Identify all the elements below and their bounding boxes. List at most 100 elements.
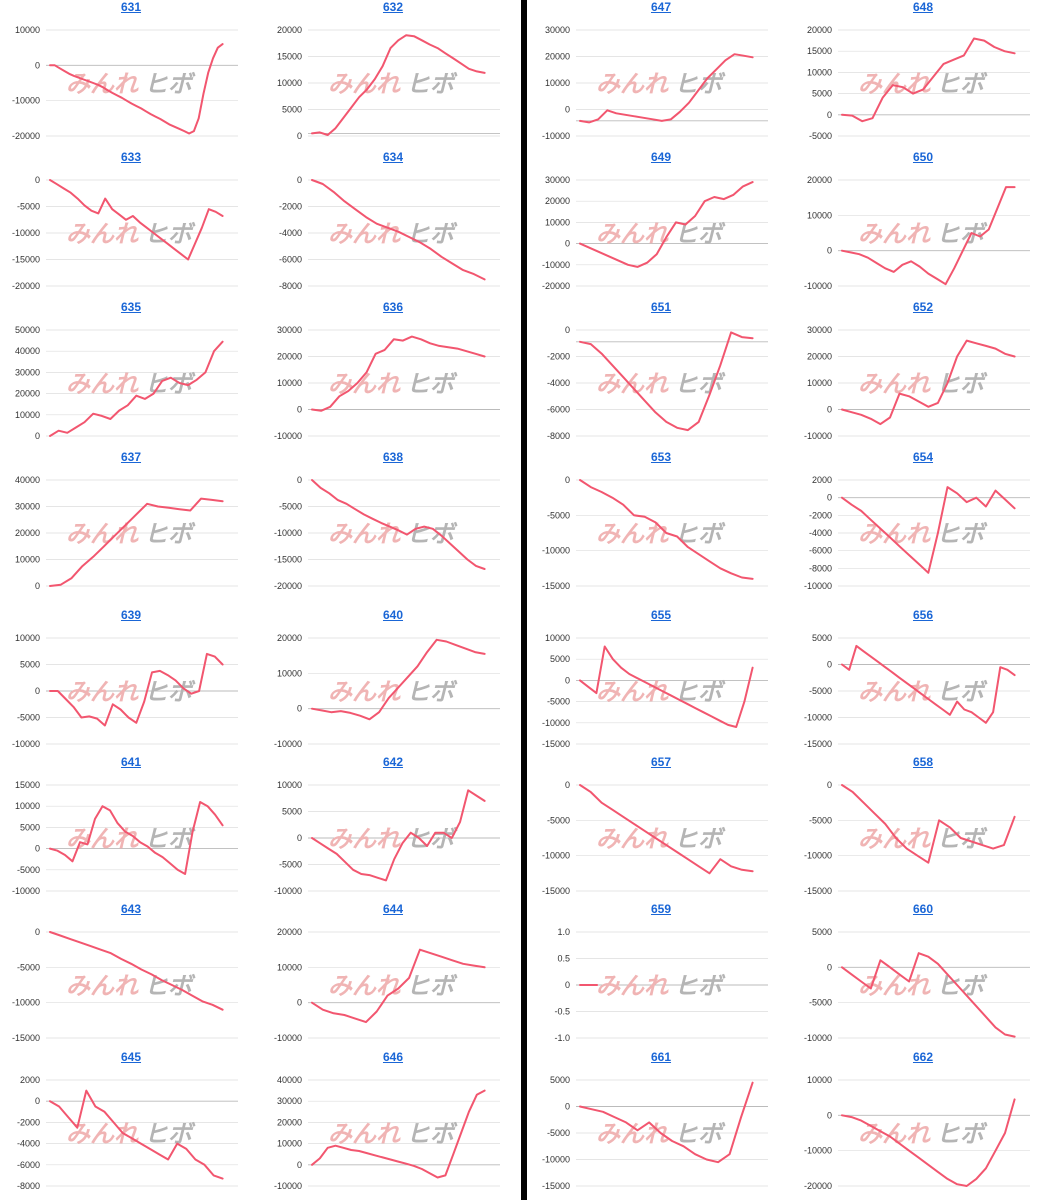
chart-title-link[interactable]: 636 <box>382 300 404 314</box>
data-series-line <box>311 1089 486 1179</box>
chart-title-link[interactable]: 640 <box>382 608 404 622</box>
chart-648: 648 20000 15000 10000 5000 0 -5000 みんれ ヒボ <box>792 0 1054 150</box>
chart-title-link[interactable]: 662 <box>912 1050 934 1064</box>
y-tick-label: 0 <box>297 131 302 141</box>
data-series-line <box>49 652 224 727</box>
chart-title-link[interactable]: 661 <box>650 1050 672 1064</box>
y-tick-label: 5000 <box>282 105 302 115</box>
y-tick-label: 10000 <box>277 378 302 388</box>
chart-title-link[interactable]: 659 <box>650 902 672 916</box>
y-tick-label: 0 <box>827 246 832 256</box>
chart-638: 638 0 -5000 -10000 -15000 -20000 みんれ ヒボ <box>262 450 524 600</box>
data-series-line <box>579 181 754 268</box>
chart-title-link[interactable]: 655 <box>650 608 672 622</box>
chart-title-link[interactable]: 648 <box>912 0 934 14</box>
data-series-line <box>49 801 224 875</box>
data-series-line <box>579 53 754 124</box>
chart-title-link[interactable]: 649 <box>650 150 672 164</box>
data-series-line <box>579 784 754 875</box>
chart-title-link[interactable]: 652 <box>912 300 934 314</box>
chart-title-link[interactable]: 654 <box>912 450 934 464</box>
chart-plot: 40000 30000 20000 10000 0 -10000 みんれ ヒボ <box>274 1075 500 1191</box>
chart-title-link[interactable]: 660 <box>912 902 934 916</box>
y-tick-label: 0 <box>297 833 302 843</box>
y-tick-label: -15000 <box>804 886 832 896</box>
y-tick-label: -6000 <box>279 255 302 265</box>
chart-title-link[interactable]: 646 <box>382 1050 404 1064</box>
y-tick-label: -10000 <box>12 228 40 238</box>
chart-plot: 15000 10000 5000 0 -5000 -10000 みんれ ヒボ <box>12 780 238 896</box>
svg-text:みんれ: みんれ <box>596 972 669 1000</box>
y-tick-label: -1.0 <box>554 1033 570 1043</box>
chart-title-link[interactable]: 641 <box>120 755 142 769</box>
y-tick-label: -10000 <box>804 713 832 723</box>
chart-647: 647 30000 20000 10000 0 -10000 みんれ ヒボ <box>530 0 792 150</box>
y-tick-label: 0 <box>827 405 832 415</box>
y-tick-label: 20000 <box>277 1117 302 1127</box>
y-tick-label: -5000 <box>17 713 40 723</box>
y-tick-label: 10000 <box>277 962 302 972</box>
chart-title-link[interactable]: 631 <box>120 0 142 14</box>
y-tick-label: 5000 <box>550 1075 570 1085</box>
svg-text:ヒボ: ヒボ <box>674 972 726 1000</box>
data-series-line <box>49 931 224 1011</box>
watermark-logo: みんれ ヒボ <box>66 370 196 398</box>
svg-text:みんれ: みんれ <box>66 520 139 548</box>
chart-title-link[interactable]: 657 <box>650 755 672 769</box>
watermark-logo: みんれ ヒボ <box>596 370 726 398</box>
data-series-line <box>311 479 486 570</box>
y-tick-label: 0 <box>297 405 302 415</box>
watermark-logo: みんれ ヒボ <box>596 220 726 248</box>
chart-title-link[interactable]: 645 <box>120 1050 142 1064</box>
chart-plot: 20000 10000 0 -10000 みんれ ヒボ <box>274 927 500 1043</box>
y-tick-label: 10000 <box>545 633 570 643</box>
y-tick-label: 5000 <box>550 654 570 664</box>
chart-title-link[interactable]: 633 <box>120 150 142 164</box>
watermark-logo: みんれ ヒボ <box>596 678 726 706</box>
chart-title-link[interactable]: 639 <box>120 608 142 622</box>
chart-title-link[interactable]: 647 <box>650 0 672 14</box>
y-tick-label: -20000 <box>274 581 302 591</box>
chart-title-link[interactable]: 634 <box>382 150 404 164</box>
svg-text:ヒボ: ヒボ <box>674 825 726 853</box>
chart-plot: 0 -2000 -4000 -6000 -8000 みんれ ヒボ <box>279 175 500 291</box>
y-tick-label: -10000 <box>542 260 570 270</box>
y-tick-label: -10000 <box>12 96 40 106</box>
y-tick-label: -2000 <box>547 352 570 362</box>
chart-title-link[interactable]: 643 <box>120 902 142 916</box>
y-tick-label: 0 <box>35 844 40 854</box>
chart-title-link[interactable]: 653 <box>650 450 672 464</box>
svg-text:みんれ: みんれ <box>328 825 401 853</box>
watermark-logo: みんれ ヒボ <box>858 1120 988 1148</box>
chart-title-link[interactable]: 656 <box>912 608 934 622</box>
y-tick-label: 10000 <box>15 633 40 643</box>
y-tick-label: 10000 <box>15 25 40 35</box>
svg-text:ヒボ: ヒボ <box>144 220 196 248</box>
data-series-line <box>841 339 1016 426</box>
y-tick-label: 0 <box>827 1110 832 1120</box>
chart-title-link[interactable]: 658 <box>912 755 934 769</box>
chart-plot: 0 -5000 -10000 -15000 みんれ ヒボ <box>12 927 238 1043</box>
watermark-logo: みんれ ヒボ <box>328 1120 458 1148</box>
chart-plot: 2000 0 -2000 -4000 -6000 -8000 -10000 みんれ ヒボ <box>804 475 1030 591</box>
y-tick-label: 30000 <box>545 25 570 35</box>
data-series-line <box>841 952 1016 1038</box>
chart-title-link[interactable]: 638 <box>382 450 404 464</box>
svg-text:ヒボ: ヒボ <box>406 370 458 398</box>
chart-title-link[interactable]: 651 <box>650 300 672 314</box>
chart-title-link[interactable]: 637 <box>120 450 142 464</box>
y-tick-label: -5000 <box>809 815 832 825</box>
chart-title-link[interactable]: 650 <box>912 150 934 164</box>
y-tick-label: 0 <box>35 1096 40 1106</box>
chart-title-link[interactable]: 632 <box>382 0 404 14</box>
y-tick-label: 0 <box>35 431 40 441</box>
watermark-logo: みんれ ヒボ <box>328 678 458 706</box>
y-tick-label: -15000 <box>12 255 40 265</box>
watermark-logo: みんれ ヒボ <box>596 1120 726 1148</box>
chart-title-link[interactable]: 642 <box>382 755 404 769</box>
y-tick-label: 0 <box>565 105 570 115</box>
chart-title-link[interactable]: 635 <box>120 300 142 314</box>
chart-title-link[interactable]: 644 <box>382 902 404 916</box>
y-tick-label: -6000 <box>809 546 832 556</box>
